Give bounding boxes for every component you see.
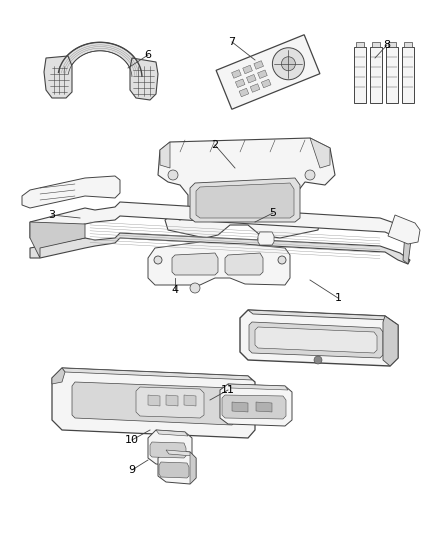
Polygon shape <box>222 395 286 419</box>
Polygon shape <box>404 42 412 47</box>
Polygon shape <box>166 450 193 456</box>
Polygon shape <box>220 384 292 426</box>
Polygon shape <box>255 327 377 353</box>
Text: 2: 2 <box>212 140 219 150</box>
Polygon shape <box>148 395 160 406</box>
Polygon shape <box>166 395 178 406</box>
Polygon shape <box>52 368 255 438</box>
Polygon shape <box>250 84 260 92</box>
Text: 8: 8 <box>383 40 391 50</box>
Polygon shape <box>30 202 412 238</box>
Polygon shape <box>243 65 252 74</box>
Text: 6: 6 <box>145 50 152 60</box>
Polygon shape <box>354 47 366 103</box>
Polygon shape <box>190 452 196 484</box>
Text: 5: 5 <box>269 208 276 218</box>
Polygon shape <box>388 42 396 47</box>
Polygon shape <box>356 42 364 47</box>
Circle shape <box>154 256 162 264</box>
Circle shape <box>278 256 286 264</box>
Polygon shape <box>372 42 380 47</box>
Polygon shape <box>148 242 290 285</box>
Polygon shape <box>370 47 382 103</box>
Polygon shape <box>383 316 398 366</box>
Polygon shape <box>228 384 288 390</box>
Polygon shape <box>310 138 330 168</box>
Polygon shape <box>184 395 196 406</box>
Polygon shape <box>44 56 72 98</box>
Polygon shape <box>156 430 188 436</box>
Polygon shape <box>386 47 398 103</box>
Polygon shape <box>52 368 65 384</box>
Polygon shape <box>160 142 170 168</box>
Polygon shape <box>225 253 263 275</box>
Polygon shape <box>239 88 249 97</box>
Text: 1: 1 <box>335 293 342 303</box>
Polygon shape <box>158 450 196 484</box>
Polygon shape <box>158 138 335 238</box>
Text: 10: 10 <box>125 435 139 445</box>
Polygon shape <box>249 322 383 358</box>
Circle shape <box>281 56 295 71</box>
Polygon shape <box>62 368 252 380</box>
Polygon shape <box>216 35 320 109</box>
Text: 7: 7 <box>229 37 236 47</box>
Polygon shape <box>248 310 390 320</box>
Polygon shape <box>59 42 142 77</box>
Polygon shape <box>232 70 241 78</box>
Polygon shape <box>150 442 186 458</box>
Polygon shape <box>403 232 412 264</box>
Polygon shape <box>235 79 245 87</box>
Text: 4: 4 <box>171 285 179 295</box>
Polygon shape <box>30 222 85 258</box>
Polygon shape <box>232 402 248 412</box>
Polygon shape <box>254 61 264 69</box>
Circle shape <box>314 356 322 364</box>
Polygon shape <box>190 178 300 222</box>
Polygon shape <box>240 310 398 366</box>
Circle shape <box>272 48 304 80</box>
Polygon shape <box>72 382 235 425</box>
Polygon shape <box>258 232 274 245</box>
Polygon shape <box>256 402 272 412</box>
Polygon shape <box>159 462 189 478</box>
Polygon shape <box>130 58 158 100</box>
Polygon shape <box>136 387 204 418</box>
Polygon shape <box>22 176 120 208</box>
Circle shape <box>190 283 200 293</box>
Text: 11: 11 <box>221 385 235 395</box>
Circle shape <box>305 170 315 180</box>
Polygon shape <box>148 430 192 466</box>
Text: 3: 3 <box>49 210 56 220</box>
Polygon shape <box>402 47 414 103</box>
Polygon shape <box>261 79 271 88</box>
Polygon shape <box>258 70 267 78</box>
Text: 9: 9 <box>128 465 136 475</box>
Circle shape <box>264 234 272 242</box>
Polygon shape <box>30 233 410 264</box>
Circle shape <box>168 170 178 180</box>
Polygon shape <box>247 75 256 83</box>
Polygon shape <box>196 183 294 218</box>
Polygon shape <box>172 253 218 275</box>
Polygon shape <box>388 215 420 244</box>
